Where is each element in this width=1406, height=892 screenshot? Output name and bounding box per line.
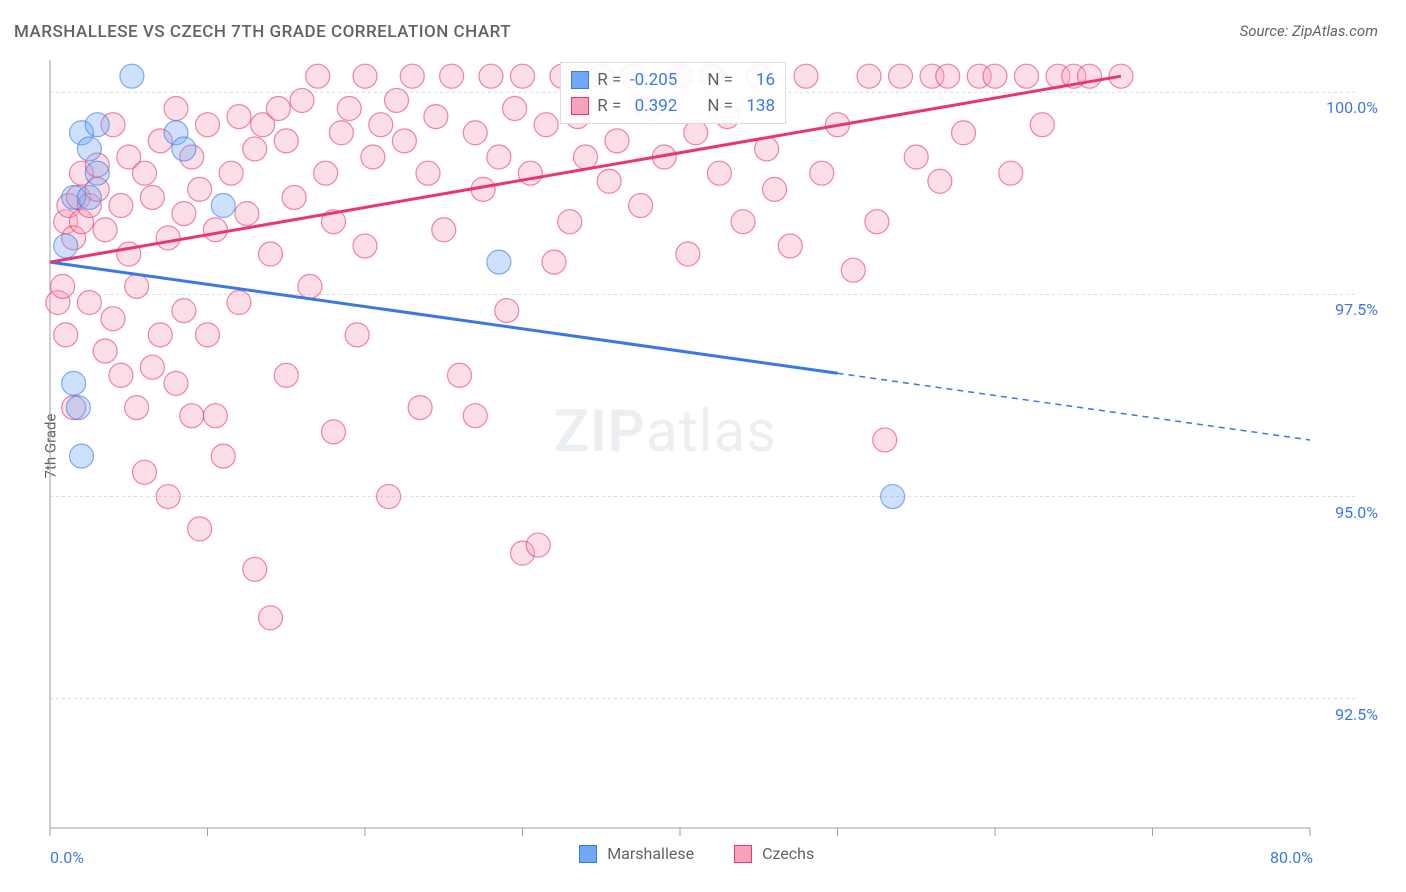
- legend-item: Marshallese: [579, 844, 694, 863]
- stats-row: R = 0.392 N = 138: [571, 93, 775, 119]
- legend-label: Czechs: [762, 844, 814, 863]
- chart-container: MARSHALLESE VS CZECH 7TH GRADE CORRELATI…: [0, 0, 1406, 892]
- y-tick-label: 92.5%: [1335, 705, 1378, 724]
- stats-n-label: N =: [707, 70, 733, 90]
- stats-swatch: [571, 97, 589, 115]
- stats-legend: R = -0.205 N = 16 R = 0.392 N = 138: [560, 62, 786, 124]
- stats-n-label: N =: [707, 96, 733, 116]
- stats-r-label: R =: [597, 70, 621, 90]
- y-tick-label: 97.5%: [1335, 300, 1378, 319]
- x-tick-label: 0.0%: [50, 848, 84, 867]
- legend: Marshallese Czechs: [579, 844, 814, 863]
- stats-r-value: 0.392: [629, 96, 677, 116]
- stats-swatch: [571, 71, 589, 89]
- stats-r-label: R =: [597, 96, 621, 116]
- legend-label: Marshallese: [607, 844, 694, 863]
- y-tick-label: 95.0%: [1335, 503, 1378, 522]
- legend-item: Czechs: [734, 844, 814, 863]
- stats-r-value: -0.205: [629, 70, 677, 90]
- stats-n-value: 138: [741, 96, 775, 116]
- scatter-chart: [0, 0, 1406, 892]
- stats-row: R = -0.205 N = 16: [571, 67, 775, 93]
- legend-swatch: [734, 845, 752, 863]
- y-tick-label: 100.0%: [1326, 98, 1378, 117]
- legend-swatch: [579, 845, 597, 863]
- stats-n-value: 16: [741, 70, 775, 90]
- x-tick-label: 80.0%: [1270, 848, 1313, 867]
